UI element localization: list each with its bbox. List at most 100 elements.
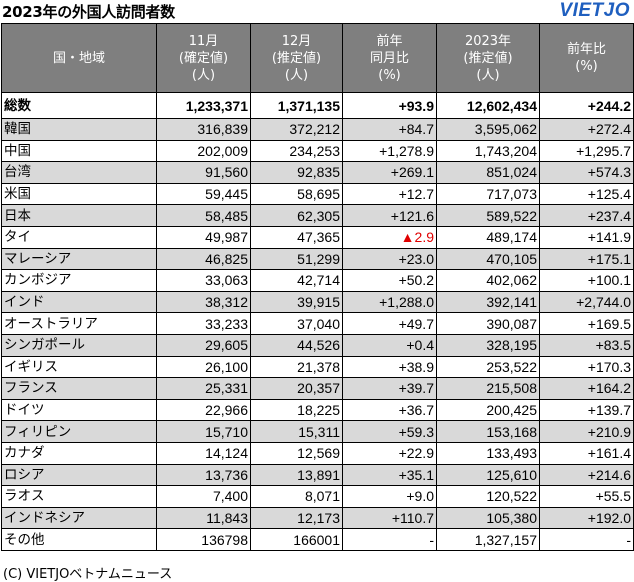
cell-yoy: +141.9 xyxy=(539,225,634,249)
table-row: ロシア 13,736 13,891 +35.1 125,610 +214.6 xyxy=(1,463,634,487)
cell-yoy: +175.1 xyxy=(539,247,634,271)
cell-2023: 1,327,157 xyxy=(436,528,540,551)
cell-yoy: +139.7 xyxy=(539,398,634,422)
cell-nov: 58,485 xyxy=(156,204,251,227)
cell-dec: 15,311 xyxy=(250,420,343,443)
cell-dec: 13,891 xyxy=(250,463,343,487)
table-row: 韓国 316,839 372,212 +84.7 3,595,062 +272.4 xyxy=(1,118,634,141)
cell-dec: 18,225 xyxy=(250,398,343,422)
cell-yoy: +100.1 xyxy=(539,269,634,292)
cell-nov: 7,400 xyxy=(156,485,251,508)
cell-nov: 1,233,371 xyxy=(156,92,251,119)
cell-region: インドネシア xyxy=(1,506,157,530)
header-yoy-month: 前年 同月比 (%) xyxy=(342,23,437,93)
cell-nov: 11,843 xyxy=(156,506,251,530)
cell-dec: 12,569 xyxy=(250,441,343,465)
cell-region: 総数 xyxy=(1,92,157,119)
cell-region: 台湾 xyxy=(1,161,157,184)
header-line: 前年 xyxy=(376,33,403,49)
page-title: 2023年の外国人訪問者数 xyxy=(2,3,175,21)
header-line: (人) xyxy=(191,67,216,83)
cell-region: マレーシア xyxy=(1,247,157,271)
cell-yoy-month: +59.3 xyxy=(342,420,437,443)
cell-region: 米国 xyxy=(1,182,157,206)
cell-2023: 717,073 xyxy=(436,182,540,206)
cell-nov: 316,839 xyxy=(156,118,251,141)
cell-dec: 21,378 xyxy=(250,355,343,379)
cell-2023: 3,595,062 xyxy=(436,118,540,141)
table-row: フランス 25,331 20,357 +39.7 215,508 +164.2 xyxy=(1,377,634,400)
cell-nov: 38,312 xyxy=(156,290,251,314)
cell-2023: 402,062 xyxy=(436,269,540,292)
cell-nov: 33,063 xyxy=(156,269,251,292)
cell-dec: 20,357 xyxy=(250,377,343,400)
cell-region: ロシア xyxy=(1,463,157,487)
cell-dec: 8,071 xyxy=(250,485,343,508)
header-line: 前年比 xyxy=(566,42,606,57)
cell-yoy-month: +38.9 xyxy=(342,355,437,379)
header-line: 2023年 xyxy=(464,33,512,49)
cell-yoy-month: +93.9 xyxy=(342,92,437,119)
cell-region: タイ xyxy=(1,225,157,249)
table-row: イギリス 26,100 21,378 +38.9 253,522 +170.3 xyxy=(1,355,634,379)
cell-yoy-month: +9.0 xyxy=(342,485,437,508)
visitor-table: 国・地域 11月 (確定値) (人) 12月 (推定値) (人) 前年 同月比 (%) 2023年(… xyxy=(1,23,634,551)
cell-region: オーストラリア xyxy=(1,312,157,335)
cell-yoy: - xyxy=(539,528,634,551)
cell-region: その他 xyxy=(1,528,157,551)
header-line: (人) xyxy=(284,67,309,83)
cell-2023: 215,508 xyxy=(436,377,540,400)
cell-2023: 328,195 xyxy=(436,333,540,357)
cell-yoy-month: +84.7 xyxy=(342,118,437,141)
cell-region: 韓国 xyxy=(1,118,157,141)
header-2023: 2023年 (推定値) (人) xyxy=(436,23,540,93)
cell-nov: 59,445 xyxy=(156,182,251,206)
table-row: フィリピン 15,710 15,311 +59.3 153,168 +210.9 xyxy=(1,420,634,443)
cell-dec: 42,714 xyxy=(250,269,343,292)
cell-yoy: +214.6 xyxy=(539,463,634,487)
cell-2023: 470,105 xyxy=(436,247,540,271)
cell-yoy: +164.2 xyxy=(539,377,634,400)
cell-nov: 136798 xyxy=(156,528,251,551)
header-line: 12月 xyxy=(281,33,312,49)
cell-nov: 22,966 xyxy=(156,398,251,422)
cell-dec: 12,173 xyxy=(250,506,343,530)
cell-2023: 12,602,434 xyxy=(436,92,540,119)
cell-yoy: +244.2 xyxy=(539,92,634,119)
cell-yoy-month: +110.7 xyxy=(342,506,437,530)
table-row: シンガポール 29,605 44,526 +0.4 328,195 +83.5 xyxy=(1,333,634,357)
cell-dec: 234,253 xyxy=(250,139,343,163)
cell-nov: 49,987 xyxy=(156,225,251,249)
cell-2023: 133,493 xyxy=(436,441,540,465)
header-line: (%) xyxy=(575,59,598,74)
cell-dec: 1,371,135 xyxy=(250,92,343,119)
cell-yoy: +170.3 xyxy=(539,355,634,379)
cell-dec: 47,365 xyxy=(250,225,343,249)
header-nov: 11月 (確定値) (人) xyxy=(156,23,251,93)
cell-yoy-month: +39.7 xyxy=(342,377,437,400)
cell-yoy-month: +50.2 xyxy=(342,269,437,292)
cell-nov: 33,233 xyxy=(156,312,251,335)
cell-yoy-month: +1,288.0 xyxy=(342,290,437,314)
cell-2023: 153,168 xyxy=(436,420,540,443)
copyright-footer: (C) VIETJOベトナムニュース xyxy=(3,567,173,582)
cell-region: フランス xyxy=(1,377,157,400)
cell-dec: 39,915 xyxy=(250,290,343,314)
header-dec: 12月 (推定値) (人) xyxy=(250,23,343,93)
cell-yoy-month: ▲2.9 xyxy=(342,225,437,249)
header-yoy: 前年比 (%) xyxy=(539,23,634,93)
header-region: 国・地域 xyxy=(1,23,157,93)
cell-dec: 92,835 xyxy=(250,161,343,184)
header-row: 国・地域 11月 (確定値) (人) 12月 (推定値) (人) 前年 同月比 (%) 2023年(… xyxy=(1,23,634,93)
cell-nov: 14,124 xyxy=(156,441,251,465)
cell-nov: 13,736 xyxy=(156,463,251,487)
cell-region: カナダ xyxy=(1,441,157,465)
header-line: (人) xyxy=(476,67,500,83)
cell-region: 中国 xyxy=(1,139,157,163)
cell-nov: 29,605 xyxy=(156,333,251,357)
cell-yoy: +169.5 xyxy=(539,312,634,335)
table-row: インドネシア 11,843 12,173 +110.7 105,380 +192.0 xyxy=(1,506,634,530)
cell-yoy: +574.3 xyxy=(539,161,634,184)
table-row: タイ 49,987 47,365 ▲2.9 489,174 +141.9 xyxy=(1,225,634,249)
table-row: 中国 202,009 234,253 +1,278.9 1,743,204 +1,295.… xyxy=(1,139,634,163)
